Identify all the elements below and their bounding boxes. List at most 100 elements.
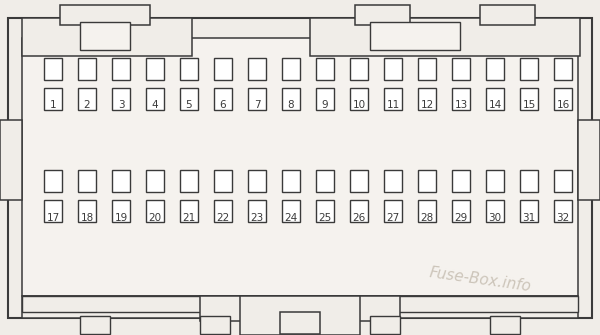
Text: 11: 11 [386, 100, 400, 110]
Text: 6: 6 [220, 100, 226, 110]
Text: 25: 25 [319, 213, 332, 223]
Bar [200, 296, 400, 321]
Text: 8: 8 [287, 100, 295, 110]
Text: 1: 1 [50, 100, 56, 110]
Bar [22, 18, 192, 56]
Bar [554, 58, 572, 80]
Bar [370, 22, 460, 50]
Bar [384, 170, 402, 192]
Text: 12: 12 [421, 100, 434, 110]
Bar [578, 120, 600, 200]
Text: 7: 7 [254, 100, 260, 110]
Bar [60, 5, 150, 25]
Bar [452, 88, 470, 110]
Bar [112, 58, 130, 80]
Text: 4: 4 [152, 100, 158, 110]
Bar [486, 170, 504, 192]
Bar [355, 5, 410, 25]
Bar [316, 88, 334, 110]
Bar [248, 58, 266, 80]
Bar [418, 58, 436, 80]
Text: 30: 30 [488, 213, 502, 223]
Bar [418, 200, 436, 222]
Bar [452, 170, 470, 192]
Text: 10: 10 [352, 100, 365, 110]
Bar [554, 88, 572, 110]
Bar [384, 200, 402, 222]
Bar [520, 200, 538, 222]
Bar [214, 200, 232, 222]
Text: 15: 15 [523, 100, 536, 110]
Bar [486, 88, 504, 110]
Bar [480, 5, 535, 25]
Text: 2: 2 [83, 100, 91, 110]
Text: 28: 28 [421, 213, 434, 223]
Text: 27: 27 [386, 213, 400, 223]
Bar [112, 88, 130, 110]
Bar [370, 316, 400, 334]
Bar [316, 200, 334, 222]
Bar [180, 88, 198, 110]
Bar [8, 18, 592, 318]
Text: 17: 17 [46, 213, 59, 223]
Bar [78, 58, 96, 80]
Bar [418, 170, 436, 192]
Text: 14: 14 [488, 100, 502, 110]
Text: 18: 18 [80, 213, 94, 223]
Bar [180, 58, 198, 80]
Bar [80, 316, 110, 334]
Bar [214, 170, 232, 192]
Bar [22, 296, 208, 312]
Text: 23: 23 [250, 213, 263, 223]
Bar [44, 58, 62, 80]
Text: 19: 19 [115, 213, 128, 223]
Text: 13: 13 [454, 100, 467, 110]
Bar [350, 58, 368, 80]
Bar [554, 170, 572, 192]
Bar [316, 170, 334, 192]
Bar [0, 120, 22, 200]
Text: 26: 26 [352, 213, 365, 223]
Bar [520, 88, 538, 110]
Bar [520, 58, 538, 80]
Bar [146, 200, 164, 222]
Bar [486, 200, 504, 222]
Text: 29: 29 [454, 213, 467, 223]
Bar [240, 296, 360, 335]
Bar [418, 88, 436, 110]
Bar [392, 296, 578, 312]
Text: Fuse-Box.info: Fuse-Box.info [428, 265, 532, 294]
Bar [248, 88, 266, 110]
Bar [282, 58, 300, 80]
Bar [78, 200, 96, 222]
Bar [22, 38, 578, 296]
Text: 16: 16 [556, 100, 569, 110]
Text: 5: 5 [185, 100, 193, 110]
Bar [350, 88, 368, 110]
Text: 9: 9 [322, 100, 328, 110]
Text: 31: 31 [523, 213, 536, 223]
Bar [452, 200, 470, 222]
Bar [384, 58, 402, 80]
Bar [146, 58, 164, 80]
Bar [112, 170, 130, 192]
Bar [350, 170, 368, 192]
Text: 20: 20 [148, 213, 161, 223]
Bar [78, 88, 96, 110]
Bar [310, 18, 580, 56]
Bar [486, 58, 504, 80]
Text: 22: 22 [217, 213, 230, 223]
Bar [80, 22, 130, 50]
Bar [282, 170, 300, 192]
Bar [22, 296, 578, 318]
Text: 3: 3 [118, 100, 124, 110]
Bar [248, 170, 266, 192]
Bar [112, 200, 130, 222]
Bar [180, 200, 198, 222]
Bar [554, 200, 572, 222]
Bar [200, 316, 230, 334]
Bar [452, 58, 470, 80]
Bar [490, 316, 520, 334]
Bar [180, 170, 198, 192]
Bar [214, 88, 232, 110]
